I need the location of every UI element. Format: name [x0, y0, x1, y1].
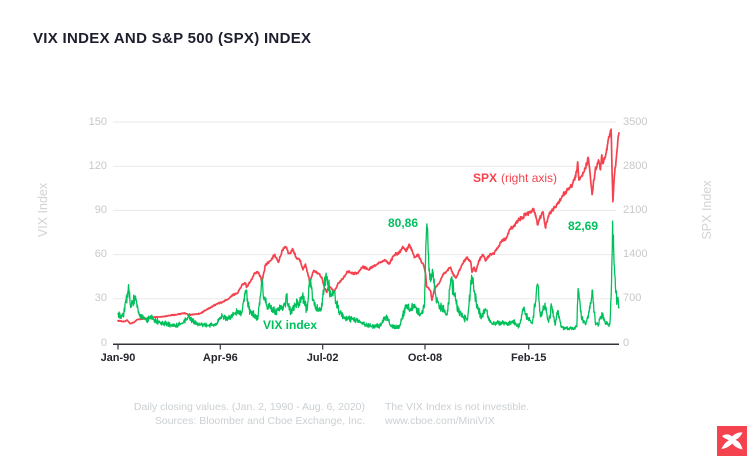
- left-axis-tick-labels: 0 30 60 90 120 150: [55, 0, 107, 457]
- x-axis-tick: Feb-15: [510, 352, 547, 364]
- footer-sources-line: Sources: Bloomber and Cboe Exchange, Inc…: [154, 415, 365, 427]
- left-axis-tick: 60: [94, 248, 107, 261]
- left-axis-tick: 30: [94, 292, 107, 305]
- right-axis-tick: 1400: [623, 248, 648, 261]
- footer-investible-line: The VIX Index is not investible.: [385, 401, 530, 413]
- left-axis-tick: 150: [88, 115, 107, 128]
- spx-series-label-bold: SPX: [473, 171, 498, 185]
- right-axis-tick: 2800: [623, 159, 648, 172]
- footer-source-note: Daily closing values. (Jan. 2, 1990 - Au…: [0, 400, 365, 428]
- footer-disclaimer: The VIX Index is not investible. www.cbo…: [385, 400, 529, 428]
- x-axis-tick: Jul-02: [306, 352, 339, 364]
- cboe-logo-mark-icon: [721, 432, 743, 450]
- vix-peak-2020-value: 82,69: [568, 219, 599, 233]
- left-axis-tick: 120: [88, 159, 107, 172]
- vix-peak-2008-value: 80,86: [387, 216, 418, 230]
- right-axis-title: SPX Index: [700, 180, 714, 240]
- page-title: VIX INDEX AND S&P 500 (SPX) INDEX: [33, 30, 312, 47]
- cboe-logo: [717, 426, 747, 456]
- spx-series-label: SPX (right axis): [473, 171, 557, 185]
- right-axis-tick: 700: [623, 292, 642, 305]
- right-axis-tick: 2100: [623, 203, 648, 216]
- right-axis-tick: 0: [623, 336, 630, 349]
- right-axis-tick-labels: 0 700 1400 2100 2800 3500: [623, 0, 675, 457]
- vix-series-label: VIX index: [263, 318, 318, 332]
- left-axis-tick: 0: [100, 336, 107, 349]
- x-axis-tick: Apr-96: [202, 352, 238, 364]
- footer-url-line: www.cboe.com/MiniVIX: [385, 415, 495, 427]
- left-axis-title: VIX Index: [36, 182, 50, 238]
- footer-values-line: Daily closing values. (Jan. 2, 1990 - Au…: [133, 401, 365, 413]
- x-axis-tick: Jan-90: [100, 352, 136, 364]
- left-axis-tick: 90: [94, 203, 107, 216]
- right-axis-tick: 3500: [623, 115, 648, 128]
- x-axis-tick: Oct-08: [407, 352, 443, 364]
- spx-series-label-rest: (right axis): [501, 171, 558, 185]
